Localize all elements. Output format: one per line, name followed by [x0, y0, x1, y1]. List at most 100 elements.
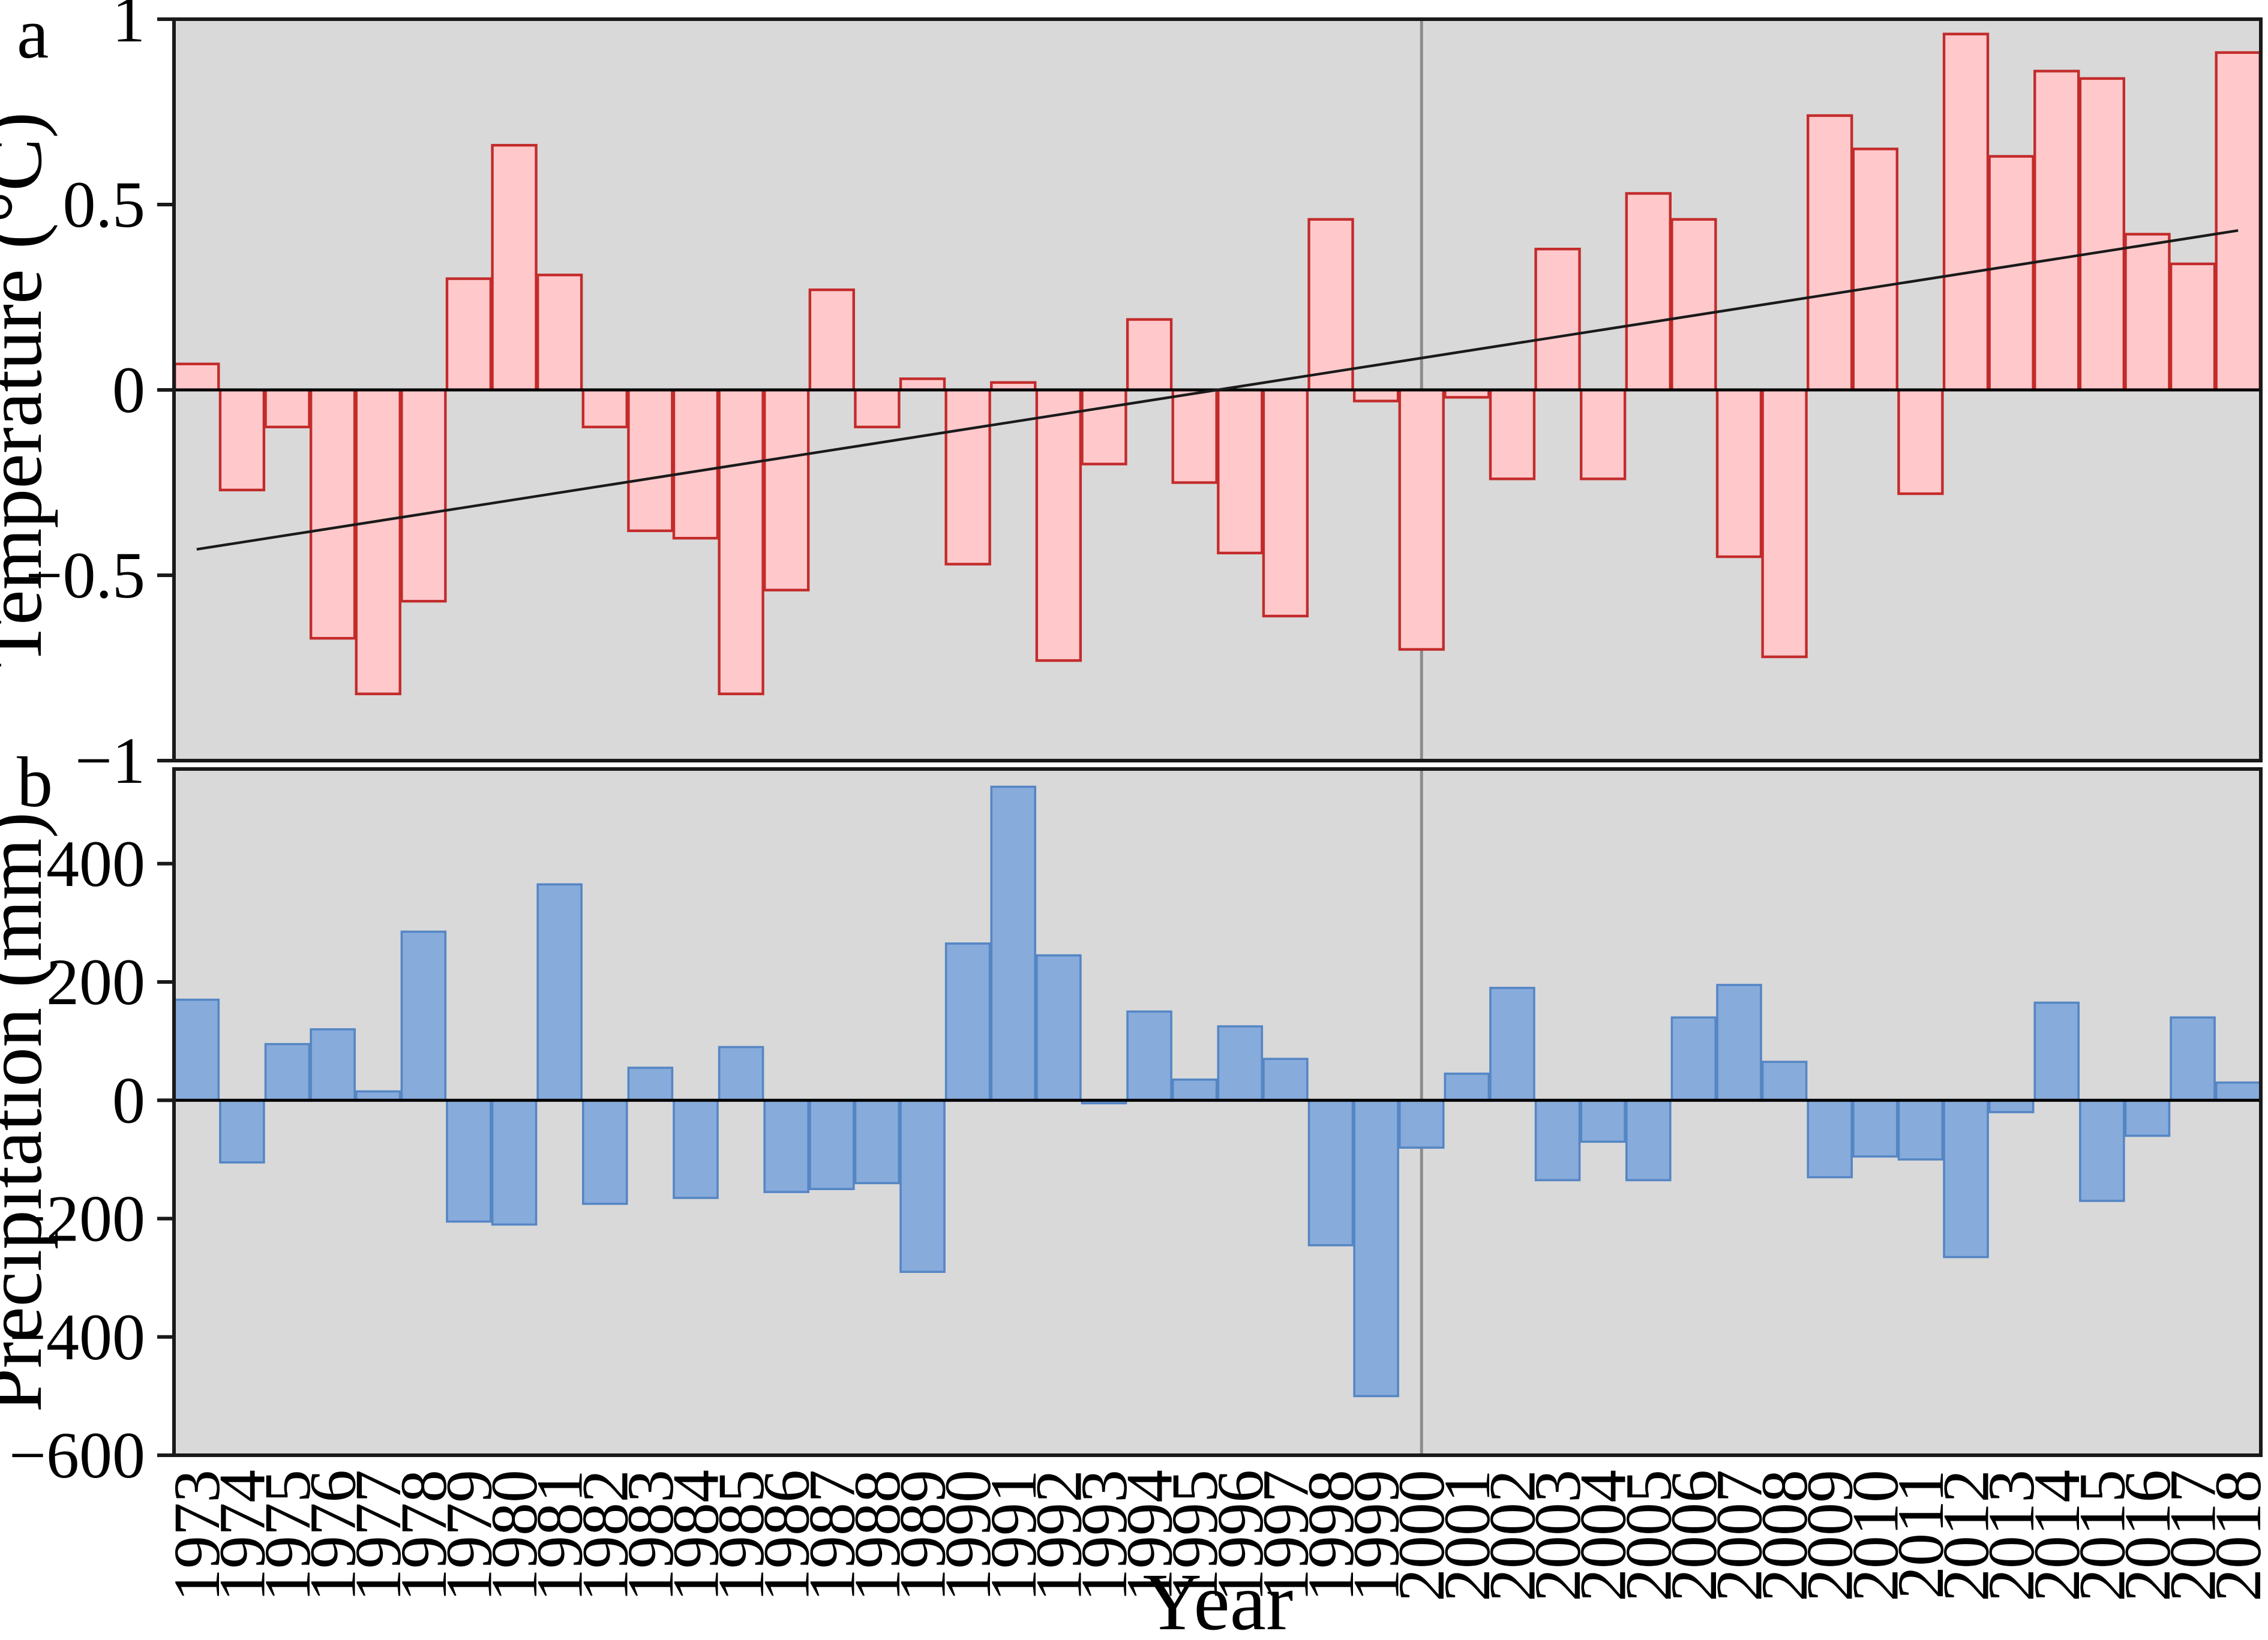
- precipitation-bar: [763, 1099, 809, 1193]
- year-tick-label: 1997: [1249, 1470, 1322, 1602]
- temperature-bar: [672, 388, 719, 540]
- temperature-bar: [536, 274, 583, 392]
- year-tick-label: 2010: [1838, 1470, 1912, 1602]
- precipitation-bar: [1262, 1058, 1309, 1102]
- precipitation-bar: [310, 1028, 356, 1102]
- year-tick-label: 2016: [2111, 1470, 2184, 1602]
- precipitation-bar: [1943, 1099, 1989, 1258]
- precipitation-bar: [1534, 1099, 1581, 1182]
- temperature-bar: [763, 388, 810, 591]
- year-tick-label: 2006: [1657, 1470, 1730, 1602]
- temperature-bar: [1534, 247, 1581, 392]
- year-tick-label: 2004: [1567, 1470, 1640, 1602]
- precipitation-bar: [1126, 1010, 1172, 1102]
- temperature-y-tick-label: −1: [75, 724, 145, 797]
- panel-a-letter: a: [17, 0, 49, 73]
- x-axis-title: Year: [1143, 1557, 1294, 1640]
- precipitation-panel: 400 200 0 −200 −400 −600: [9, 767, 2263, 1492]
- precipitation-bar: [219, 1099, 265, 1164]
- temperature-bar: [491, 143, 538, 392]
- temperature-bar: [1807, 114, 1853, 392]
- precipitation-bar: [1580, 1099, 1626, 1143]
- year-tick-label: 1986: [750, 1470, 823, 1602]
- precipitation-bar: [536, 883, 583, 1102]
- temperature-axis-title: Temperature (°C): [0, 112, 58, 668]
- precipitation-bar: [718, 1046, 764, 1102]
- precipitation-bar: [1353, 1099, 1399, 1398]
- precipitation-bar: [1036, 954, 1082, 1102]
- year-tick-label: 1985: [704, 1470, 778, 1602]
- temperature-bar: [1897, 388, 1944, 495]
- year-tick-label: 1984: [659, 1470, 733, 1602]
- year-tick-label: 1993: [1067, 1470, 1141, 1602]
- temperature-bar: [1262, 388, 1309, 618]
- temperature-bar: [1579, 388, 1627, 480]
- precipitation-bar: [1988, 1099, 2035, 1113]
- year-tick-label: 1990: [931, 1470, 1004, 1602]
- precipitation-bar: [627, 1067, 674, 1102]
- temperature-bar: [1398, 388, 1445, 651]
- year-tick-label: 2001: [1430, 1470, 1504, 1602]
- temperature-bar: [2033, 70, 2080, 392]
- precipitation-bar: [2033, 1001, 2080, 1102]
- temperature-bar: [1670, 218, 1717, 392]
- precipitation-bar: [2215, 1081, 2261, 1102]
- temperature-bar: [1852, 148, 1899, 392]
- precipitation-bar: [1625, 1099, 1672, 1182]
- year-tick-label: 2012: [1930, 1470, 2003, 1602]
- temperature-bar: [581, 388, 628, 428]
- panel-b-letter: b: [17, 742, 53, 822]
- year-tick-label: 1996: [1204, 1470, 1277, 1602]
- precipitation-y-tick-label: −400: [9, 1300, 145, 1374]
- precipitation-y-tick-label: 400: [46, 827, 145, 900]
- temperature-bar: [1035, 388, 1082, 662]
- year-tick-label: 2018: [2201, 1470, 2268, 1602]
- year-tick-label: 1989: [886, 1470, 959, 1602]
- precipitation-y-tick-label: 200: [46, 945, 145, 1019]
- precipitation-bar: [446, 1099, 492, 1223]
- precipitation-bar: [1716, 984, 1762, 1102]
- year-tick-label: 2007: [1703, 1470, 1776, 1602]
- year-tick-label: 1975: [251, 1470, 324, 1602]
- year-tick-label: 1976: [296, 1470, 370, 1602]
- temperature-bar: [2169, 262, 2216, 392]
- precipitation-bar: [1307, 1099, 1354, 1246]
- precipitation-bar: [1398, 1099, 1445, 1149]
- temperature-bar: [445, 277, 493, 392]
- temperature-bar: [264, 388, 311, 428]
- precipitation-frame: [172, 767, 2263, 1457]
- year-tick-label: 1992: [1022, 1470, 1095, 1602]
- precipitation-bar: [809, 1099, 855, 1191]
- temperature-bar: [899, 377, 946, 392]
- year-tick-label: 1983: [614, 1470, 687, 1602]
- precipitation-bar: [1171, 1078, 1218, 1102]
- temperature-bar: [309, 388, 356, 640]
- precipitation-bar: [1444, 1073, 1490, 1102]
- precipitation-y-tick-label: −600: [9, 1419, 145, 1492]
- year-tick-label: 2015: [2065, 1470, 2138, 1602]
- precipitation-bar: [2079, 1099, 2125, 1202]
- temperature-bar: [1761, 388, 1808, 659]
- temperature-bar: [173, 362, 220, 392]
- precipitation-bar: [2170, 1016, 2216, 1102]
- temperature-bar: [1625, 192, 1672, 392]
- precipitation-bar: [1489, 987, 1535, 1102]
- precipitation-y-tick-label: −200: [9, 1182, 145, 1255]
- temperature-panel: 1 0.5 0 −0.5 −1: [25, 0, 2263, 797]
- year-tick-label: 1978: [387, 1470, 460, 1602]
- precipitation-bar: [400, 930, 447, 1102]
- temperature-y-tick-label: 0: [112, 353, 145, 426]
- year-tick-label: 2002: [1475, 1470, 1549, 1602]
- temperature-bar: [1307, 218, 1354, 392]
- year-tick-label: 1981: [523, 1470, 596, 1602]
- precipitation-bar: [582, 1099, 628, 1205]
- year-tick-label: 2017: [2156, 1470, 2230, 1602]
- temperature-bar: [1489, 388, 1536, 480]
- precipitation-bar: [1217, 1025, 1264, 1102]
- temperature-bar: [944, 388, 991, 566]
- year-tick-labels: 1973197419751976197719781979198019811982…: [160, 1470, 2268, 1602]
- year-tick-label: 1982: [568, 1470, 641, 1602]
- temperature-bar: [355, 388, 401, 695]
- temperature-y-tick-label: 1: [112, 0, 145, 56]
- precipitation-bar: [1897, 1099, 1944, 1161]
